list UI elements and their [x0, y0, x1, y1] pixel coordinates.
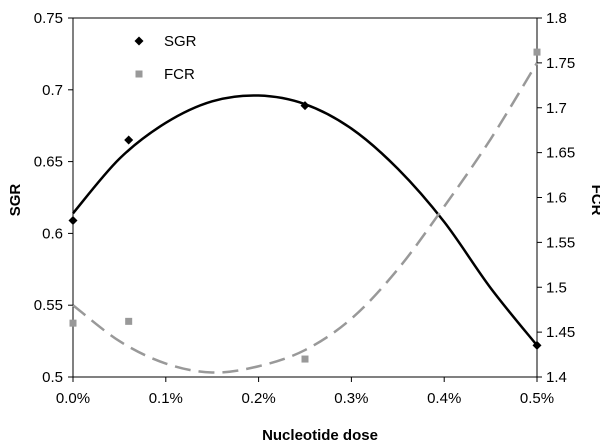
axes: 0.0% 0.1% 0.2% 0.3% 0.4% 0.5% 0.5 0.55 0.6 0.65 0.… [34, 10, 575, 407]
markers [68, 48, 542, 363]
fcr-point [69, 319, 77, 327]
legend-fcr-label: FCR [164, 66, 195, 83]
legend-fcr-marker [135, 70, 143, 78]
x-tick-label: 0.5% [520, 390, 554, 407]
y-right-axis-title: FCR [588, 185, 600, 216]
y-right-tick-label: 1.45 [546, 324, 575, 341]
x-tick-label: 0.4% [427, 390, 461, 407]
legend: SGR FCR [134, 33, 197, 83]
x-axis-title: Nucleotide dose [262, 427, 378, 444]
fcr-trendline [72, 62, 539, 374]
x-tick-label: 0.3% [334, 390, 368, 407]
y-right-tick-label: 1.6 [546, 190, 567, 207]
fcr-point [533, 48, 541, 56]
sgr-trendline [72, 94, 538, 347]
legend-sgr-label: SGR [164, 33, 197, 50]
plot-frame [72, 17, 538, 378]
y-left-tick-label: 0.55 [34, 297, 63, 314]
sgr-point [300, 101, 310, 111]
y-right-tick-label: 1.7 [546, 100, 567, 117]
y-left-axis-title: SGR [7, 184, 24, 217]
x-tick-label: 0.1% [149, 390, 183, 407]
fcr-point [125, 317, 133, 325]
y-left-tick-label: 0.65 [34, 154, 63, 171]
y-left-tick-label: 0.6 [42, 225, 63, 242]
sgr-point [532, 340, 542, 350]
sgr-point [124, 135, 134, 145]
y-right-tick-label: 1.75 [546, 55, 575, 72]
y-right-tick-label: 1.5 [546, 279, 567, 296]
x-tick-label: 0.2% [241, 390, 275, 407]
x-tick-label: 0.0% [56, 390, 90, 407]
y-right-tick-label: 1.55 [546, 234, 575, 251]
y-left-tick-label: 0.7 [42, 82, 63, 99]
legend-sgr-marker [134, 36, 144, 46]
y-left-tick-label: 0.5 [42, 369, 63, 386]
y-right-tick-label: 1.8 [546, 10, 567, 27]
sgr-point [68, 215, 78, 225]
y-left-tick-label: 0.75 [34, 10, 63, 27]
fcr-point [301, 355, 309, 363]
y-right-tick-label: 1.65 [546, 145, 575, 162]
y-right-tick-label: 1.4 [546, 369, 567, 386]
